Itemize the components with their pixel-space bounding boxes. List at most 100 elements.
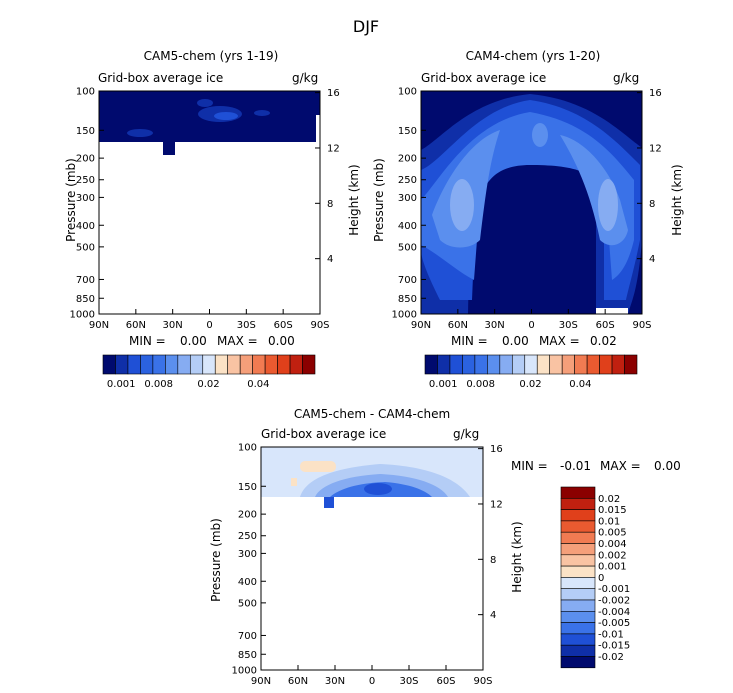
colorbar-swatch — [560, 599, 596, 612]
panel-cam4-xticks: 90N 60N 30N 0 30S 60S 90S — [411, 309, 652, 331]
y2-tick-label: 16 — [649, 88, 662, 99]
colorbar-label: 0.001 — [598, 562, 627, 573]
panel-diff-xticks: 90N 60N 30N 0 30S 60S 90S — [251, 665, 493, 687]
panel-cam5-yticks: 100 150 200 250 300 400 500 700 850 1000 — [70, 87, 104, 321]
colorbar-label: 0.001 — [107, 379, 136, 390]
y2-tick-label: 8 — [327, 199, 333, 210]
panel-diff-y2ticks: 16 12 8 4 — [478, 444, 503, 621]
panel-cam4: CAM4-chem (yrs 1-20) Grid-box average ic… — [372, 49, 684, 390]
colorbar-swatch — [264, 354, 278, 375]
panel-cam5-colorbar-labels: 0.001 0.008 0.02 0.04 — [107, 379, 270, 390]
colorbar-label: -0.015 — [598, 641, 630, 652]
colorbar-swatch — [549, 354, 563, 375]
colorbar-label: -0.02 — [598, 652, 624, 663]
y-tick-label: 300 — [398, 193, 417, 204]
panel-cam4-colorbar-labels: 0.001 0.008 0.02 0.04 — [429, 379, 592, 390]
colorbar-label: -0.005 — [598, 618, 630, 629]
x-tick-label: 30S — [237, 320, 256, 331]
colorbar-swatch — [586, 354, 600, 375]
colorbar-label: -0.01 — [598, 629, 624, 640]
y2-tick-label: 16 — [327, 88, 340, 99]
colorbar-swatch — [599, 354, 613, 375]
y-tick-label: 250 — [238, 531, 257, 542]
colorbar-label: 0.02 — [519, 379, 541, 390]
colorbar-swatch — [560, 554, 596, 567]
y-tick-label: 100 — [398, 87, 417, 98]
colorbar-swatch — [536, 354, 551, 375]
y-tick-label: 400 — [398, 221, 417, 232]
colorbar-swatch — [140, 354, 154, 375]
y-tick-label: 200 — [76, 154, 95, 165]
panel-diff-title: CAM5-chem - CAM4-chem — [294, 407, 450, 421]
y2-tick-label: 16 — [490, 444, 503, 455]
panel-cam5-y2label: Height (km) — [347, 164, 361, 235]
x-tick-label: 60S — [596, 320, 615, 331]
y-tick-label: 400 — [76, 221, 95, 232]
colorbar-swatch — [462, 354, 476, 375]
panel-cam5: CAM5-chem (yrs 1-19) Grid-box average ic… — [64, 49, 361, 390]
y-tick-label: 200 — [238, 510, 257, 521]
panel-cam5-title: CAM5-chem (yrs 1-19) — [144, 49, 279, 63]
panel-diff: CAM5-chem - CAM4-chem Grid-box average i… — [209, 407, 681, 687]
panel-diff-units: g/kg — [453, 427, 479, 441]
x-tick-label: 90S — [632, 320, 651, 331]
panel-cam5-xticks: 90N 60N 30N 0 30S 60S 90S — [89, 309, 330, 331]
panel-cam5-units: g/kg — [292, 71, 318, 85]
y-tick-label: 100 — [238, 443, 257, 454]
x-tick-label: 30N — [325, 676, 345, 687]
colorbar-swatch — [127, 354, 141, 375]
x-tick-label: 60S — [436, 676, 455, 687]
panel-cam5-y2ticks: 16 12 8 4 — [315, 88, 340, 265]
diff-positive — [300, 461, 336, 472]
colorbar-swatch — [115, 354, 129, 375]
y-tick-label: 850 — [76, 294, 95, 305]
y-tick-label: 100 — [76, 87, 95, 98]
colorbar-label: 0.002 — [598, 550, 627, 561]
panel-cam5-max: 0.00 — [268, 334, 295, 348]
panel-cam4-max: 0.02 — [590, 334, 617, 348]
x-tick-label: 90N — [89, 320, 109, 331]
y-tick-label: 300 — [76, 193, 95, 204]
colorbar-label: -0.002 — [598, 596, 630, 607]
panel-diff-ylabel: Pressure (mb) — [209, 518, 223, 602]
y-tick-label: 150 — [76, 126, 95, 137]
panel-diff-min: -0.01 — [560, 459, 591, 473]
panel-diff-yticks: 100 150 200 250 300 400 500 700 850 1000 — [232, 443, 266, 677]
panel-cam4-subtitle: Grid-box average ice — [421, 71, 546, 85]
panel-cam4-y2ticks: 16 12 8 4 — [637, 88, 662, 265]
x-tick-label: 60N — [448, 320, 468, 331]
y-tick-label: 1000 — [70, 310, 95, 321]
panel-cam4-colorbar — [424, 354, 638, 375]
x-tick-label: 30S — [399, 676, 418, 687]
colorbar-swatch — [202, 354, 216, 375]
colorbar-swatch — [560, 633, 596, 646]
colorbar-swatch — [449, 354, 463, 375]
y2-tick-label: 12 — [490, 499, 503, 510]
y-tick-label: 150 — [238, 482, 257, 493]
colorbar-swatch — [511, 354, 526, 375]
colorbar-swatch — [611, 354, 625, 375]
y-tick-label: 150 — [398, 126, 417, 137]
colorbar-label: 0.005 — [598, 528, 627, 539]
colorbar-label: 0.008 — [466, 379, 495, 390]
x-tick-label: 90S — [473, 676, 492, 687]
colorbar-swatch — [277, 354, 291, 375]
x-tick-label: 60S — [274, 320, 293, 331]
y-tick-label: 500 — [76, 242, 95, 253]
y-tick-label: 250 — [76, 175, 95, 186]
colorbar-label: 0.015 — [598, 505, 627, 516]
ice-spike — [163, 140, 175, 155]
colorbar-swatch — [560, 565, 596, 578]
panel-cam4-yticks: 100 150 200 250 300 400 500 700 850 1000 — [392, 87, 426, 321]
colorbar-swatch — [560, 622, 596, 635]
ice-max-south — [598, 179, 618, 231]
y-tick-label: 1000 — [232, 666, 257, 677]
colorbar-label: 0.04 — [569, 379, 591, 390]
y2-tick-label: 8 — [490, 555, 496, 566]
colorbar-swatch — [474, 354, 488, 375]
x-tick-label: 0 — [528, 320, 534, 331]
x-tick-label: 60N — [288, 676, 308, 687]
colorbar-swatch — [227, 354, 241, 375]
panel-cam4-units: g/kg — [613, 71, 639, 85]
colorbar-swatch — [560, 486, 596, 499]
